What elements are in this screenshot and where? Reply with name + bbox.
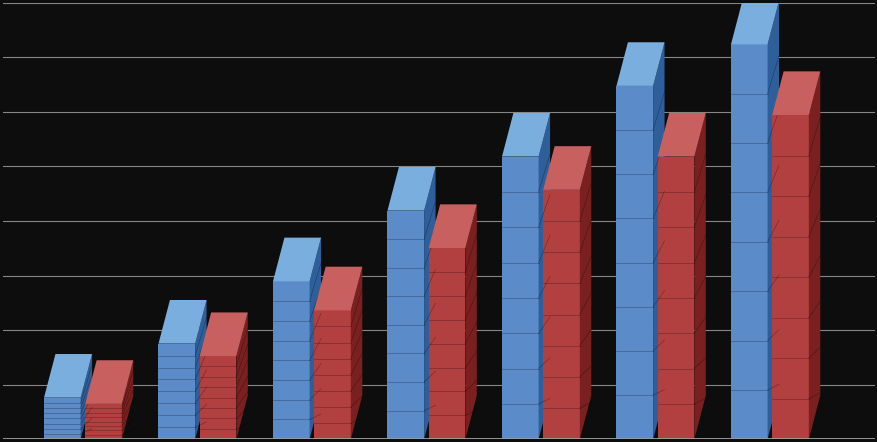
Polygon shape	[657, 113, 705, 156]
Polygon shape	[771, 71, 819, 115]
Polygon shape	[538, 113, 549, 439]
Polygon shape	[314, 310, 351, 439]
Polygon shape	[199, 312, 247, 356]
Polygon shape	[694, 113, 705, 439]
Polygon shape	[85, 404, 122, 439]
Polygon shape	[616, 42, 664, 86]
Polygon shape	[273, 281, 310, 439]
Polygon shape	[195, 300, 206, 439]
Polygon shape	[159, 343, 195, 439]
Polygon shape	[543, 146, 590, 190]
Polygon shape	[273, 238, 321, 281]
Polygon shape	[616, 86, 652, 439]
Polygon shape	[731, 1, 778, 44]
Polygon shape	[159, 300, 206, 343]
Polygon shape	[81, 354, 92, 439]
Polygon shape	[428, 204, 476, 248]
Polygon shape	[428, 248, 465, 439]
Polygon shape	[199, 356, 236, 439]
Polygon shape	[44, 354, 92, 398]
Polygon shape	[771, 115, 808, 439]
Polygon shape	[310, 238, 321, 439]
Polygon shape	[85, 360, 133, 404]
Polygon shape	[652, 42, 664, 439]
Polygon shape	[502, 113, 549, 156]
Polygon shape	[808, 71, 819, 439]
Polygon shape	[3, 439, 874, 442]
Polygon shape	[387, 210, 424, 439]
Polygon shape	[766, 1, 778, 439]
Polygon shape	[122, 360, 133, 439]
Polygon shape	[731, 44, 766, 439]
Polygon shape	[351, 267, 362, 439]
Polygon shape	[543, 190, 579, 439]
Polygon shape	[502, 156, 538, 439]
Polygon shape	[424, 167, 435, 439]
Polygon shape	[465, 204, 476, 439]
Polygon shape	[579, 146, 590, 439]
Polygon shape	[44, 398, 81, 439]
Polygon shape	[657, 156, 694, 439]
Polygon shape	[387, 167, 435, 210]
Polygon shape	[314, 267, 362, 310]
Polygon shape	[236, 312, 247, 439]
